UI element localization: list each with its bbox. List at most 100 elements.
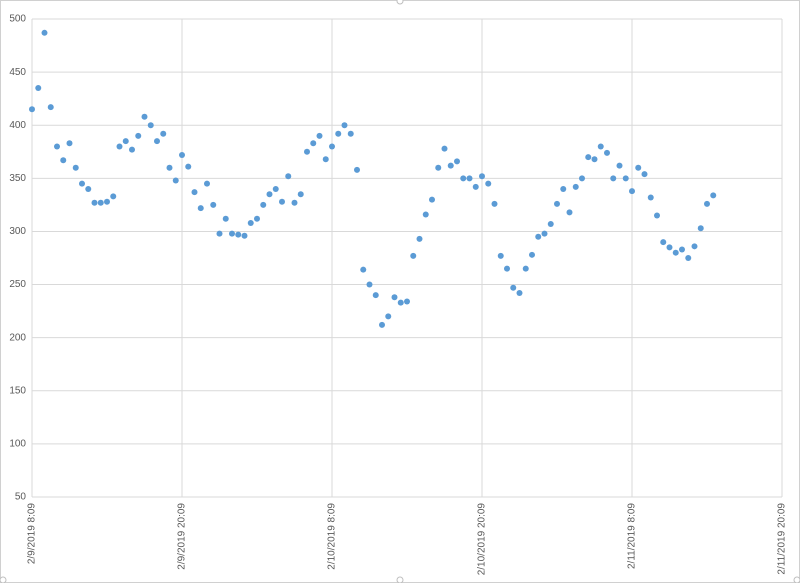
data-point	[279, 198, 285, 205]
data-point	[297, 191, 304, 198]
data-point	[660, 239, 667, 246]
data-point	[647, 194, 654, 201]
data-point	[347, 130, 354, 137]
x-tick-label: 2/9/2019 8:09	[27, 503, 38, 565]
data-point	[435, 164, 442, 171]
resize-handle[interactable]	[0, 576, 7, 583]
data-point	[235, 231, 242, 238]
x-tick-label: 2/9/2019 20:09	[177, 503, 188, 570]
data-point	[604, 149, 610, 156]
data-point	[335, 130, 342, 137]
data-point	[147, 122, 154, 129]
data-point	[66, 140, 73, 147]
data-point	[547, 221, 554, 228]
data-point	[341, 122, 348, 129]
data-point	[704, 200, 710, 207]
data-point	[185, 163, 192, 170]
data-point	[591, 156, 598, 163]
data-point	[129, 146, 135, 153]
data-point	[497, 252, 504, 259]
data-point	[172, 177, 179, 184]
data-point	[372, 292, 379, 299]
data-point	[385, 313, 392, 320]
data-point	[597, 143, 604, 150]
data-point	[710, 192, 717, 199]
y-tick-label: 300	[9, 226, 26, 237]
data-point	[47, 104, 54, 111]
data-point	[135, 132, 142, 139]
data-point	[210, 201, 217, 208]
data-point	[179, 151, 185, 158]
data-point	[666, 244, 673, 251]
data-point	[472, 183, 479, 190]
data-point	[529, 251, 535, 258]
y-tick-label: 350	[9, 173, 26, 184]
data-point	[360, 266, 367, 273]
data-point	[91, 199, 98, 206]
x-tick-label: 2/11/2019 20:09	[777, 503, 788, 575]
data-point	[516, 290, 523, 297]
x-tick-label: 2/10/2019 8:09	[327, 503, 338, 570]
data-point	[560, 185, 567, 192]
data-point	[404, 298, 410, 305]
data-point	[410, 252, 417, 259]
data-point	[104, 198, 110, 205]
data-point	[454, 158, 460, 165]
y-tick-label: 100	[9, 439, 26, 450]
data-point	[491, 200, 498, 207]
data-point	[266, 191, 273, 198]
data-point	[329, 143, 335, 150]
data-point	[72, 164, 79, 171]
data-point	[672, 249, 679, 256]
data-point	[691, 243, 698, 250]
data-point	[416, 235, 423, 242]
resize-handle[interactable]	[793, 576, 800, 583]
data-point	[572, 183, 579, 190]
data-point	[166, 164, 173, 171]
y-tick-label: 250	[9, 279, 26, 290]
data-point	[241, 232, 248, 239]
data-point	[116, 143, 123, 150]
data-point	[285, 173, 292, 180]
data-point	[160, 130, 167, 137]
data-point	[535, 233, 542, 240]
data-point	[641, 171, 648, 178]
data-point	[610, 175, 617, 182]
resize-handle[interactable]	[396, 0, 404, 5]
data-point	[122, 138, 129, 145]
data-point	[679, 246, 685, 253]
data-point	[629, 188, 635, 195]
data-point	[204, 180, 210, 187]
data-point	[197, 205, 204, 212]
x-tick-label: 2/11/2019 8:09	[627, 503, 638, 569]
data-point	[79, 180, 85, 187]
data-point	[366, 281, 373, 288]
data-point	[397, 299, 404, 306]
data-point	[429, 196, 435, 203]
data-point	[254, 215, 260, 222]
data-point	[229, 230, 235, 237]
data-point	[260, 201, 267, 208]
data-point	[654, 212, 660, 219]
data-point	[510, 284, 517, 291]
data-point	[272, 185, 279, 192]
data-point	[322, 156, 329, 163]
data-point	[391, 294, 398, 301]
data-point	[622, 175, 629, 182]
data-point	[316, 132, 323, 139]
data-point	[579, 175, 585, 182]
data-point	[379, 321, 385, 328]
data-point	[422, 211, 429, 218]
resize-handle[interactable]	[396, 576, 404, 583]
data-point	[485, 180, 492, 187]
data-point	[141, 113, 148, 120]
data-point	[616, 162, 623, 169]
data-point	[154, 138, 160, 145]
data-point	[191, 189, 198, 196]
data-point	[222, 215, 229, 222]
y-tick-label: 500	[9, 14, 26, 25]
data-point	[304, 148, 310, 155]
